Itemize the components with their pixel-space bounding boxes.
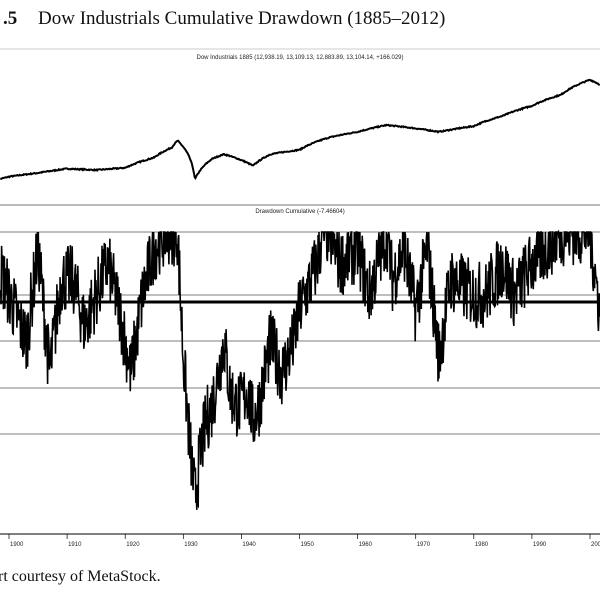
upper-panel-title: Dow Industrials 1885 (12,938.19, 13,109.…	[197, 55, 404, 61]
x-axis-ticks: 1900 1910 1920 1930 1940 1950 1960 1970 1980 1990…	[8, 534, 600, 548]
upper-series-line	[0, 78, 600, 180]
x-tick-label: 1950	[301, 542, 315, 548]
lower-panel-title: Drawdown Cumulative (-7.46604)	[255, 209, 344, 215]
x-tick-label: 1920	[126, 542, 140, 548]
figure-title-text: Dow Industrials Cumulative Drawdown (188…	[38, 8, 446, 29]
chart: Dow Industrials 1885 (12,938.19, 13,109.…	[0, 48, 600, 548]
figure-number: .5	[3, 8, 18, 29]
x-tick-label: 1930	[184, 542, 198, 548]
x-tick-label: 200	[591, 542, 600, 548]
figure-title: .5 Dow Industrials Cumulative Drawdown (…	[0, 6, 600, 36]
drawdown-line	[0, 229, 600, 510]
x-tick-label: 1940	[242, 542, 256, 548]
x-tick-label: 1910	[68, 542, 82, 548]
x-tick-label: 1900	[10, 542, 24, 548]
x-tick-label: 1960	[359, 542, 373, 548]
figure-caption: rt courtesy of MetaStock.	[0, 568, 161, 585]
drawdown-series-line	[0, 229, 600, 510]
dow-price-line	[0, 78, 600, 180]
x-tick-label: 1990	[533, 542, 547, 548]
x-tick-label: 1980	[475, 542, 489, 548]
x-tick-label: 1970	[417, 542, 431, 548]
